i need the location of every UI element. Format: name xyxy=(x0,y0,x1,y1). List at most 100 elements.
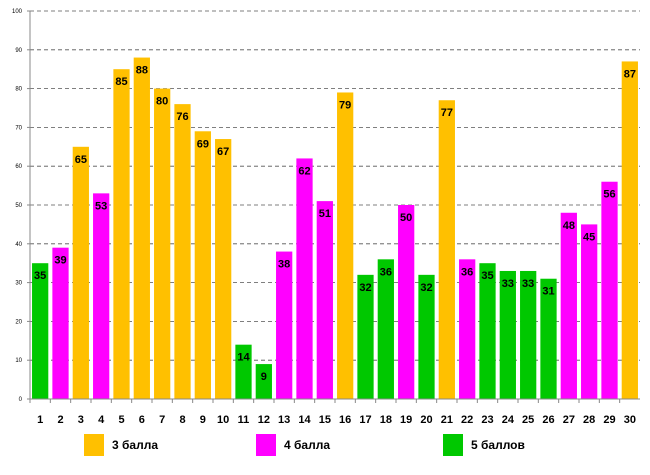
bar xyxy=(398,205,415,399)
data-label: 32 xyxy=(359,282,371,294)
data-label: 33 xyxy=(502,278,514,290)
bar xyxy=(560,212,577,399)
y-tick-label: 80 xyxy=(15,87,22,93)
data-label: 36 xyxy=(461,266,473,278)
x-tick-label: 9 xyxy=(200,414,206,426)
x-tick-label: 12 xyxy=(258,414,270,426)
legend-label: 5 баллов xyxy=(471,438,525,452)
data-label: 88 xyxy=(136,65,148,77)
x-tick-label: 4 xyxy=(98,414,105,426)
x-tick-label: 5 xyxy=(118,414,124,426)
bar xyxy=(499,270,516,399)
bar xyxy=(235,344,252,399)
bar xyxy=(621,61,638,399)
data-label: 32 xyxy=(420,282,432,294)
data-label: 67 xyxy=(217,146,229,158)
data-label: 33 xyxy=(522,278,534,290)
data-label: 9 xyxy=(261,371,267,383)
data-label: 53 xyxy=(95,200,107,212)
legend-label: 3 балла xyxy=(112,438,159,452)
bar xyxy=(418,274,435,399)
data-label: 79 xyxy=(339,99,351,111)
y-tick-label: 40 xyxy=(15,242,22,248)
bar xyxy=(601,181,618,399)
x-tick-label: 17 xyxy=(359,414,371,426)
bar xyxy=(113,69,130,399)
legend-swatch xyxy=(443,434,463,456)
x-tick-label: 29 xyxy=(603,414,615,426)
x-tick-label: 1 xyxy=(37,414,43,426)
data-label: 85 xyxy=(115,76,127,88)
bar xyxy=(296,158,313,399)
x-tick-label: 27 xyxy=(563,414,575,426)
bar xyxy=(357,274,374,399)
y-tick-label: 70 xyxy=(15,125,22,131)
y-tick-label: 50 xyxy=(15,203,22,209)
bar xyxy=(438,100,455,400)
bar xyxy=(72,146,89,399)
x-tick-label: 16 xyxy=(339,414,351,426)
data-label: 14 xyxy=(237,352,250,364)
data-label: 36 xyxy=(380,266,392,278)
x-tick-label: 30 xyxy=(624,414,636,426)
y-tick-label: 10 xyxy=(15,358,22,364)
bar xyxy=(194,131,211,399)
bar xyxy=(479,263,496,399)
bar xyxy=(93,193,110,399)
y-tick-label: 20 xyxy=(15,319,22,325)
legend-item-4: 4 балла xyxy=(256,434,330,456)
bar xyxy=(337,92,354,399)
x-tick-label: 8 xyxy=(179,414,185,426)
data-label: 35 xyxy=(34,270,46,282)
data-label: 39 xyxy=(54,255,66,267)
bar xyxy=(520,270,537,399)
bar xyxy=(32,263,49,399)
bar xyxy=(276,251,293,399)
bar xyxy=(215,139,232,400)
x-tick-label: 11 xyxy=(238,414,250,426)
data-label: 35 xyxy=(481,270,493,282)
legend-swatch xyxy=(256,434,276,456)
bar xyxy=(255,364,272,399)
x-tick-label: 2 xyxy=(57,414,63,426)
x-tick-label: 18 xyxy=(380,414,392,426)
data-label: 56 xyxy=(603,189,615,201)
data-label: 45 xyxy=(583,231,595,243)
bar xyxy=(133,57,150,400)
x-tick-label: 25 xyxy=(522,414,534,426)
bar xyxy=(540,278,557,399)
bar xyxy=(174,104,191,400)
data-label: 62 xyxy=(298,165,310,177)
data-label: 69 xyxy=(197,138,209,150)
x-tick-label: 19 xyxy=(400,414,412,426)
x-tick-label: 15 xyxy=(319,414,331,426)
x-tick-label: 14 xyxy=(298,414,311,426)
legend-item-5: 5 баллов xyxy=(443,434,525,456)
data-label: 76 xyxy=(176,111,188,123)
x-tick-label: 23 xyxy=(481,414,493,426)
x-tick-label: 7 xyxy=(159,414,165,426)
data-label: 65 xyxy=(75,154,87,166)
bar xyxy=(459,259,476,399)
x-tick-label: 26 xyxy=(542,414,554,426)
x-tick-label: 22 xyxy=(461,414,473,426)
x-tick-label: 13 xyxy=(278,414,290,426)
x-tick-label: 28 xyxy=(583,414,595,426)
y-tick-label: 0 xyxy=(19,397,23,403)
data-label: 48 xyxy=(563,220,575,232)
x-tick-label: 6 xyxy=(139,414,145,426)
data-label: 31 xyxy=(542,286,554,298)
legend-label: 4 балла xyxy=(284,438,331,452)
y-tick-label: 30 xyxy=(15,281,22,287)
y-tick-label: 90 xyxy=(15,48,22,54)
x-tick-label: 24 xyxy=(502,414,515,426)
legend-swatch xyxy=(84,434,104,456)
y-tick-label: 100 xyxy=(12,9,23,15)
data-label: 87 xyxy=(624,68,636,80)
bar xyxy=(316,201,333,399)
y-tick-label: 60 xyxy=(15,164,22,170)
bar xyxy=(377,259,394,399)
data-label: 51 xyxy=(319,208,331,220)
